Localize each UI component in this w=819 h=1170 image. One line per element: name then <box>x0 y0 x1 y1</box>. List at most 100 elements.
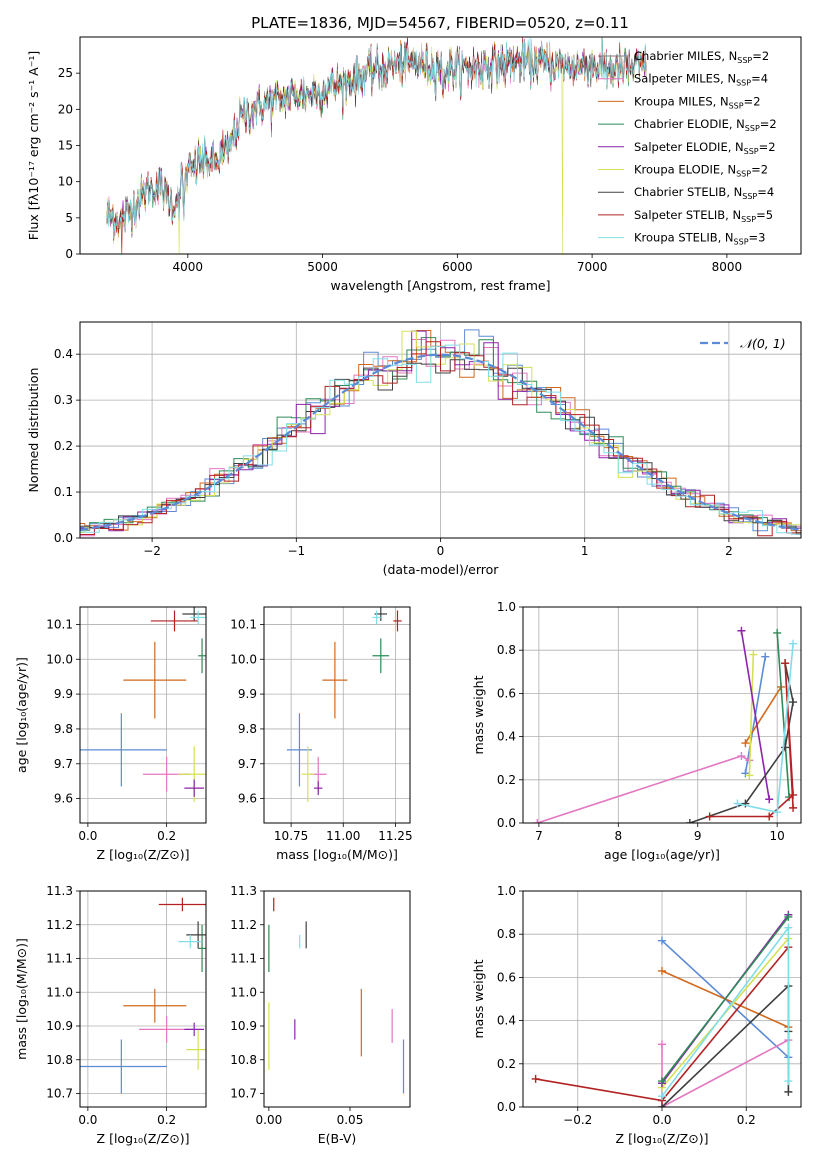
x-axis-label: wavelength [Angstrom, rest frame] <box>330 278 550 293</box>
y-tick-label: 9.8 <box>54 722 73 736</box>
legend-nssp-value: 2 <box>761 163 768 177</box>
mass-weight-marker <box>789 803 798 812</box>
x-tick-label: 8000 <box>712 260 743 274</box>
mass-weight-marker <box>658 966 666 975</box>
y-axis-label: age [log₁₀(age/yr)] <box>14 657 29 773</box>
y-tick-label: 10.1 <box>46 617 73 631</box>
y-tick-label: 9.7 <box>54 757 73 771</box>
legend-nssp-value: 4 <box>767 185 774 199</box>
errorbar-point <box>80 713 167 787</box>
legend-nssp-value: 2 <box>768 140 775 154</box>
x-tick-label: 6000 <box>442 260 473 274</box>
panel-residual-histogram: 𝒩(0, 1) −2 −1 0 1 2 0.0 0.1 0.2 0.3 0.4 (data-model… <box>26 321 802 577</box>
mass-weight-series <box>658 982 793 1107</box>
y-tick-label: 0.4 <box>54 347 73 361</box>
x-tick-label: 0.2 <box>157 1113 176 1127</box>
mass-weight-series <box>745 650 758 780</box>
x-tick-label: 0.2 <box>157 829 176 843</box>
legend-model-name: Kroupa STELIB <box>634 231 718 245</box>
legend-nssp-sub: SSP <box>736 170 751 179</box>
y-tick-label: 11.1 <box>46 952 73 966</box>
mass-weight-marker <box>685 819 694 823</box>
errorbar-point <box>372 610 381 625</box>
y-tick-label: 0.8 <box>497 927 516 941</box>
errorbar-point <box>150 610 199 632</box>
legend-nssp-prefix: , N <box>725 208 741 222</box>
legend-nssp-sub: SSP <box>734 238 749 247</box>
histogram-step-chabrier-stelib <box>80 359 801 535</box>
x-tick-label: 0 <box>437 544 445 558</box>
y-axis-label: mass weight <box>471 959 486 1038</box>
mass-weight-marker <box>761 652 770 661</box>
mass-weight-marker <box>765 812 774 821</box>
mass-weight-line <box>748 654 755 776</box>
y-tick-label: 0.8 <box>497 643 516 657</box>
mass-weight-line <box>740 630 770 800</box>
y-tick-label: 9.9 <box>238 687 257 701</box>
y-tick-label: 0.4 <box>497 1014 516 1028</box>
y-tick-label: 15 <box>58 139 73 153</box>
x-tick-label: 2 <box>725 544 733 558</box>
mass-weight-marker <box>773 628 782 637</box>
y-tick-label: 9.7 <box>238 757 257 771</box>
legend-nssp-eq: = <box>752 49 762 63</box>
legend-nssp-value: 3 <box>758 231 765 245</box>
x-tick-label: 0.00 <box>256 1113 283 1127</box>
mass-weight-marker <box>741 799 750 808</box>
legend-entry: Kroupa STELIB, NSSP=3 <box>634 231 766 247</box>
y-axis-label: Flux [fλ10⁻¹⁷ erg cm⁻² s⁻¹ A⁻¹] <box>26 51 41 240</box>
y-axis-label: mass [log₁₀(M/M⊙)] <box>14 938 29 1060</box>
axes-frame <box>79 890 207 1108</box>
mass-weight-series <box>737 626 774 804</box>
mass-weight-series <box>658 912 793 1086</box>
x-tick-label: 11.25 <box>378 829 412 843</box>
errorbar-point <box>372 638 390 674</box>
x-tick-label: 7 <box>535 829 543 843</box>
legend-nssp-prefix: , N <box>720 72 736 86</box>
plot-area <box>80 607 206 803</box>
x-tick-label: 9 <box>694 829 702 843</box>
plot-area <box>80 897 206 1094</box>
mass-weight-marker <box>533 819 542 823</box>
legend-nssp-prefix: , N <box>729 117 745 131</box>
plot-area <box>80 329 801 537</box>
mass-weight-marker <box>781 743 790 752</box>
x-tick-label: −2 <box>143 544 161 558</box>
panel-age-vs-Z: 0.0 0.2 9.6 9.7 9.8 9.9 10.0 10.1 Z [log₁₀(Z/Z⊙)… <box>14 606 207 862</box>
mass-weight-marker <box>789 790 798 799</box>
mass-weight-line <box>661 984 790 1107</box>
x-tick-label: 0.05 <box>337 1113 364 1127</box>
x-tick-label: 10 <box>770 829 785 843</box>
panel-mass-weight-vs-age: 7 8 9 10 0.0 0.2 0.4 0.6 0.8 1.0 age [log₁₀(age/yr… <box>471 600 802 862</box>
mass-weight-marker <box>784 912 793 921</box>
mass-weight-line <box>661 1039 789 1107</box>
histogram-legend: 𝒩(0, 1) <box>700 336 786 351</box>
mass-weight-marker <box>531 1074 540 1083</box>
errorbar-point <box>301 746 315 803</box>
mass-weight-marker <box>741 739 750 748</box>
panel-mass-vs-EBV: 0.00 0.05 10.7 10.8 10.9 11.0 11.1 11.2 11.3 E(B-… <box>230 884 411 1146</box>
y-tick-label: 0.4 <box>497 730 516 744</box>
errorbar-point <box>123 641 187 719</box>
y-tick-label: 11.3 <box>46 884 73 898</box>
legend-nssp-value: 4 <box>761 72 768 86</box>
plot-area <box>106 37 647 254</box>
legend-nssp-sub: SSP <box>745 124 760 133</box>
legend-model-name: Chabrier MILES <box>634 49 721 63</box>
y-tick-label: 1.0 <box>497 884 516 898</box>
mass-weight-marker <box>765 795 774 804</box>
x-tick-label: −0.2 <box>563 1113 592 1127</box>
y-tick-label: 0.0 <box>54 531 73 545</box>
x-tick-label: 11.00 <box>326 829 360 843</box>
y-tick-label: 0.3 <box>54 393 73 407</box>
legend-nssp-prefix: , N <box>721 49 737 63</box>
legend-nssp-prefix: , N <box>728 140 744 154</box>
errorbar-point <box>184 779 205 797</box>
mass-weight-marker <box>658 1040 666 1049</box>
histogram-step-kroupa-stelib <box>80 344 801 535</box>
errorbar-point <box>184 1022 205 1037</box>
legend-nssp-value: 2 <box>753 94 760 108</box>
errorbar-point <box>178 934 203 949</box>
errorbar-point <box>158 897 206 912</box>
